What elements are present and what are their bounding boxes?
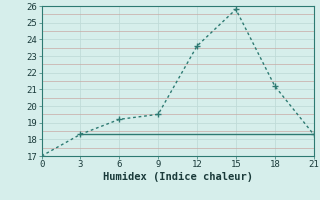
- X-axis label: Humidex (Indice chaleur): Humidex (Indice chaleur): [103, 172, 252, 182]
